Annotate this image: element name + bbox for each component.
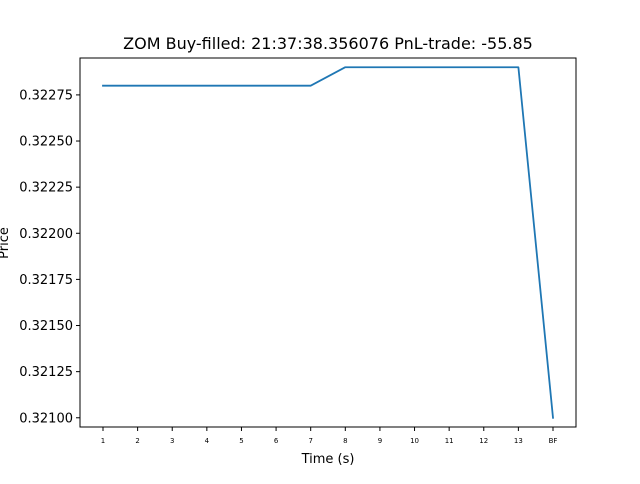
x-tick-label: 5 — [239, 437, 243, 445]
plot-area — [80, 58, 576, 427]
x-tick-label: BF — [549, 437, 558, 445]
x-tick-label: 3 — [170, 437, 174, 445]
y-tick-label: 0.32225 — [19, 181, 73, 196]
y-tick-label: 0.32100 — [19, 411, 73, 426]
x-tick-label: 10 — [410, 437, 419, 445]
x-tick-label: 11 — [445, 437, 454, 445]
x-tick-label: 2 — [135, 437, 139, 445]
plot-frame — [79, 57, 577, 428]
x-tick-label: 12 — [479, 437, 488, 445]
y-tick-label: 0.32150 — [19, 319, 73, 334]
y-tick-label: 0.32275 — [19, 88, 73, 103]
y-tick-label: 0.32250 — [19, 135, 73, 150]
x-tick-label: 9 — [378, 437, 382, 445]
x-tick-label: 4 — [205, 437, 210, 445]
chart-title: ZOM Buy-filled: 21:37:38.356076 PnL-trad… — [123, 34, 533, 53]
x-tick-label: 1 — [101, 437, 105, 445]
y-axis-label: Price — [0, 227, 12, 259]
x-tick-label: 13 — [514, 437, 523, 445]
data-layer — [102, 66, 554, 419]
x-tick-label: 8 — [343, 437, 347, 445]
y-tick-label: 0.32125 — [19, 365, 73, 380]
series-line-0 — [102, 66, 554, 419]
x-axis-label: Time (s) — [301, 452, 355, 467]
x-tick-label: 7 — [308, 437, 312, 445]
x-axis-ticks: 1 2 3 4 5 6 7 8 9 10 11 12 13 BF — [101, 427, 558, 445]
y-axis-ticks: 0.32100 0.32125 0.32150 0.32175 0.32200 0.322… — [19, 88, 80, 426]
x-tick-label: 6 — [274, 437, 279, 445]
y-tick-label: 0.32200 — [19, 227, 73, 242]
y-tick-label: 0.32175 — [19, 273, 73, 288]
